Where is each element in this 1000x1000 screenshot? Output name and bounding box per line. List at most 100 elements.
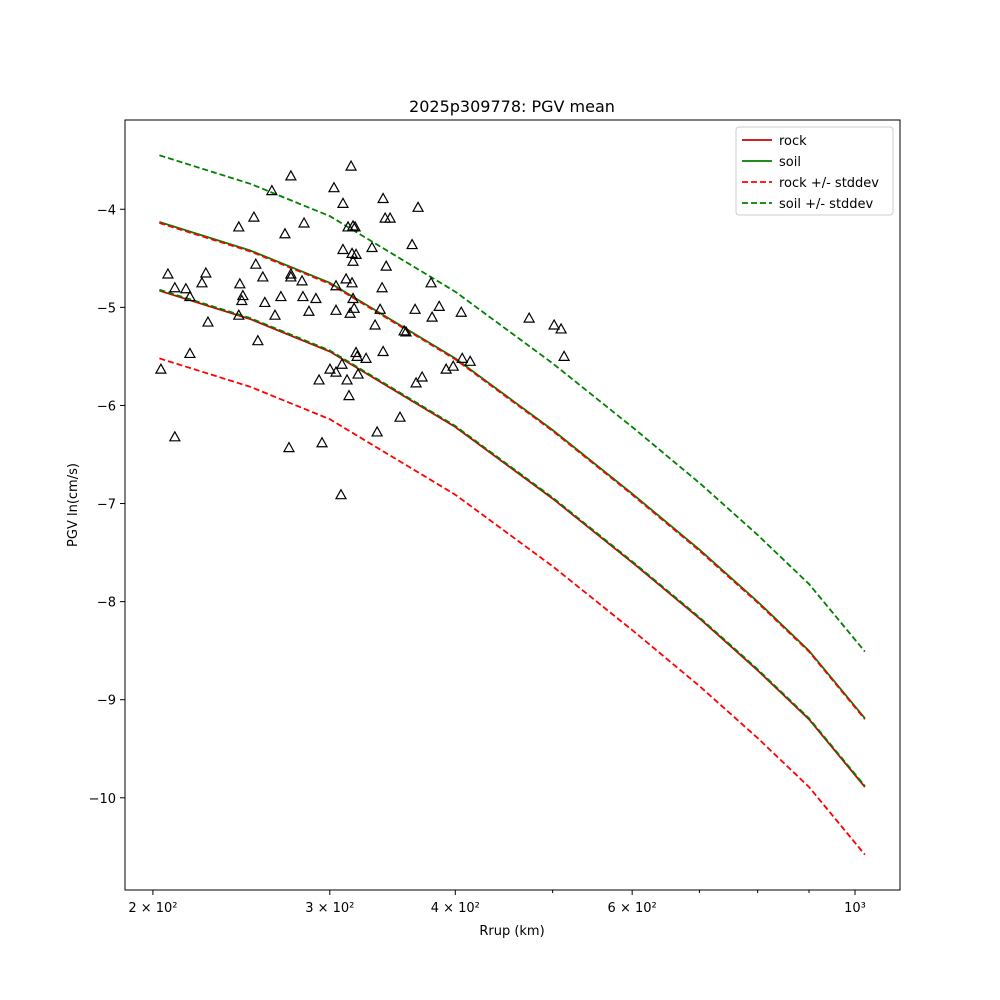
observation-marker bbox=[195, 276, 208, 288]
observation-marker bbox=[409, 303, 422, 314]
plot-area bbox=[154, 154, 866, 856]
observation-marker bbox=[336, 197, 349, 208]
observation-marker bbox=[351, 350, 364, 361]
observation-marker bbox=[258, 296, 271, 308]
legend-label: soil +/- stddev bbox=[779, 197, 874, 212]
observation-marker bbox=[464, 355, 477, 366]
observation-marker bbox=[558, 350, 571, 361]
observation-marker bbox=[284, 169, 297, 181]
observation-marker bbox=[179, 282, 192, 294]
plot-frame bbox=[124, 119, 901, 891]
observation-marker bbox=[268, 308, 282, 320]
observation-marker bbox=[345, 159, 358, 171]
observation-marker bbox=[406, 238, 419, 250]
observation-marker bbox=[298, 216, 311, 228]
observation-marker bbox=[329, 304, 343, 315]
observation-marker bbox=[350, 346, 363, 358]
y-tick-label: −6 bbox=[97, 399, 116, 414]
x-axis-label: Rrup (km) bbox=[479, 924, 544, 939]
observation-marker bbox=[350, 248, 363, 259]
observation-marker bbox=[340, 272, 353, 284]
observation-marker bbox=[346, 276, 359, 288]
y-axis-label: PGV ln(cm/s) bbox=[66, 463, 81, 547]
observation-marker bbox=[296, 290, 309, 302]
series-line bbox=[159, 357, 866, 856]
observation-marker bbox=[334, 488, 348, 500]
observation-marker bbox=[348, 302, 361, 313]
observation-marker bbox=[327, 181, 341, 193]
observation-marker bbox=[161, 267, 174, 279]
observation-marker bbox=[548, 318, 561, 330]
observation-marker bbox=[154, 362, 167, 374]
legend-label: soil bbox=[779, 155, 801, 170]
observation-marker bbox=[335, 358, 348, 369]
observation-marker bbox=[425, 276, 438, 288]
observation-marker bbox=[323, 362, 336, 374]
observation-marker bbox=[232, 308, 245, 320]
observation-marker bbox=[384, 211, 397, 223]
observation-marker bbox=[265, 184, 278, 196]
y-tick-label: −10 bbox=[89, 792, 116, 807]
observation-marker bbox=[412, 201, 425, 212]
y-tick-label: −8 bbox=[97, 596, 116, 611]
observation-marker bbox=[282, 441, 295, 453]
y-tick-label: −4 bbox=[97, 203, 116, 218]
observation-marker bbox=[369, 318, 382, 330]
x-tick-label: 6 × 10² bbox=[608, 901, 657, 916]
observation-marker bbox=[256, 270, 269, 282]
observation-marker bbox=[168, 281, 181, 293]
legend-box bbox=[735, 126, 894, 216]
observation-marker bbox=[426, 310, 439, 322]
observation-marker bbox=[346, 219, 360, 231]
legend-label: rock +/- stddev bbox=[779, 176, 879, 191]
observation-marker bbox=[377, 192, 390, 204]
observation-marker bbox=[360, 352, 373, 363]
observation-marker bbox=[456, 352, 469, 363]
observation-marker bbox=[236, 289, 249, 301]
observation-marker bbox=[232, 220, 245, 232]
observation-marker bbox=[349, 220, 362, 232]
observation-marker bbox=[342, 389, 356, 401]
observation-marker bbox=[374, 303, 387, 314]
observation-marker bbox=[302, 305, 315, 316]
observation-marker bbox=[366, 241, 379, 253]
observation-marker bbox=[455, 306, 468, 317]
observation-marker bbox=[313, 373, 326, 385]
observation-marker bbox=[251, 334, 264, 346]
observation-marker bbox=[329, 365, 343, 377]
observation-marker bbox=[523, 311, 536, 323]
observation-marker bbox=[410, 376, 423, 388]
observation-marker bbox=[183, 290, 196, 302]
chart-title: 2025p309778: PGV mean bbox=[409, 97, 615, 116]
observation-marker bbox=[183, 347, 196, 359]
observation-marker bbox=[376, 281, 389, 293]
observation-marker bbox=[416, 370, 429, 382]
observation-marker bbox=[315, 436, 329, 448]
observation-marker bbox=[233, 277, 246, 289]
observation-marker bbox=[284, 270, 297, 282]
y-tick-label: −5 bbox=[97, 301, 116, 316]
x-tick-label: 3 × 10² bbox=[305, 901, 354, 916]
observation-marker bbox=[371, 425, 384, 437]
observation-marker bbox=[377, 345, 390, 357]
y-tick-label: −7 bbox=[97, 498, 116, 513]
observation-marker bbox=[433, 300, 446, 311]
x-tick-label: 4 × 10² bbox=[431, 901, 480, 916]
observation-marker bbox=[336, 243, 349, 255]
observation-marker bbox=[393, 410, 407, 422]
x-tick-label: 10³ bbox=[844, 901, 866, 916]
x-tick-label: 2 × 10² bbox=[128, 901, 177, 916]
observation-marker bbox=[249, 257, 262, 269]
observation-marker bbox=[296, 274, 309, 286]
observation-marker bbox=[346, 292, 360, 304]
observation-marker bbox=[398, 324, 411, 336]
observation-marker bbox=[201, 315, 214, 327]
observation-marker bbox=[380, 259, 393, 271]
observation-marker bbox=[400, 325, 413, 337]
observation-marker bbox=[329, 279, 343, 291]
observation-marker bbox=[274, 290, 287, 302]
observation-marker bbox=[555, 322, 568, 334]
observation-marker bbox=[278, 227, 291, 239]
series-line bbox=[159, 154, 866, 653]
